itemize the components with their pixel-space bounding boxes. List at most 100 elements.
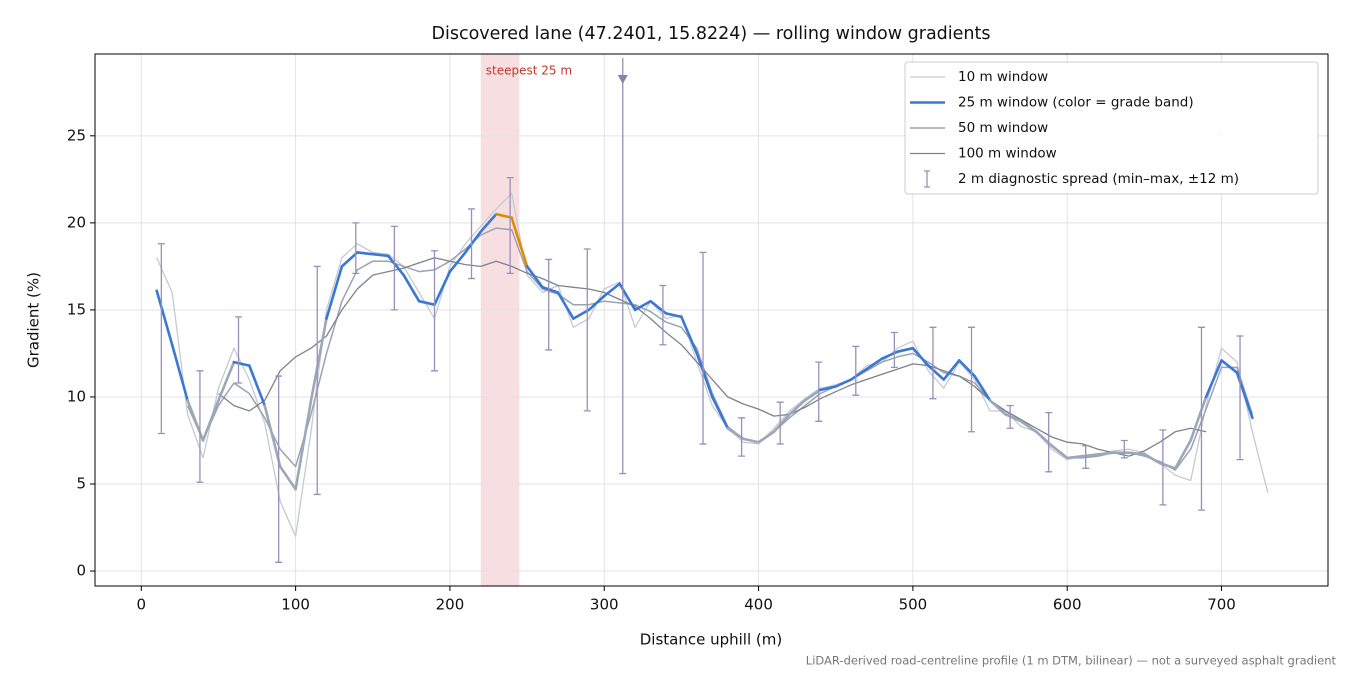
line-segment [340, 251, 359, 268]
line-segment [510, 216, 529, 268]
legend-swatch [924, 170, 930, 188]
line-segment [433, 270, 452, 306]
error-bar [1045, 411, 1053, 473]
x-axis-label: Distance uphill (m) [640, 631, 782, 649]
y-axis-label: Gradient (%) [25, 272, 43, 368]
y-tick-label: 10 [67, 387, 86, 405]
x-tick-label: 300 [590, 596, 619, 614]
error-bar [738, 417, 746, 457]
line-segment [633, 299, 652, 312]
line-segment [1096, 451, 1115, 456]
line-segment [772, 413, 791, 434]
line-segment [1204, 359, 1223, 399]
line-segment [232, 360, 251, 367]
line-segment [170, 343, 189, 402]
x-tick-label: 500 [899, 596, 928, 614]
line-segment [649, 299, 668, 315]
error-bar [352, 222, 360, 274]
y-tick-label: 20 [67, 213, 86, 231]
line-segment [1143, 453, 1162, 465]
line-segment [757, 430, 776, 444]
line-segment [217, 360, 236, 402]
span-label: steepest 25 m [486, 64, 572, 78]
x-tick-label: 100 [281, 596, 310, 614]
line-segment [911, 346, 930, 367]
line-segment [741, 437, 760, 444]
error-bar [545, 258, 553, 351]
line-segment [494, 212, 513, 219]
error-bar [852, 345, 860, 396]
line-segment [572, 308, 591, 320]
line-segment [448, 251, 467, 273]
line-segment [803, 388, 822, 402]
line-segment [155, 289, 174, 347]
line-segment [942, 359, 961, 381]
line-segment [556, 291, 575, 320]
plot-frame [94, 53, 1329, 587]
line-segment [1235, 371, 1254, 420]
line-segment [1189, 395, 1208, 442]
series-line [218, 257, 1207, 457]
line-segment [1050, 444, 1069, 460]
line-segment [371, 252, 390, 258]
line-segment [1065, 454, 1084, 460]
error-bar [196, 370, 204, 483]
line-segment [309, 317, 328, 402]
line-segment [356, 251, 375, 256]
y-tick-label: 15 [67, 300, 86, 318]
line-segment [988, 399, 1007, 416]
line-segment [865, 357, 884, 371]
line-segment [325, 265, 344, 320]
line-segment [248, 364, 267, 407]
line-segment [602, 282, 621, 298]
line-segment [680, 315, 699, 355]
x-tick-label: 0 [137, 596, 147, 614]
error-bar [659, 284, 667, 346]
line-segment [525, 265, 544, 289]
error-bar [1082, 445, 1090, 469]
line-segment [957, 359, 976, 378]
line-segment [263, 404, 282, 468]
error-bar [157, 243, 165, 435]
line-segment [294, 399, 313, 491]
error-bar [390, 225, 398, 311]
line-segment [1004, 413, 1023, 423]
line-segment [1173, 439, 1192, 470]
line-segment [726, 426, 745, 441]
highlight-span [480, 54, 520, 586]
legend-label: 50 m window [958, 120, 1048, 136]
line-segment [849, 367, 868, 381]
line-segment [664, 312, 683, 319]
line-segment [695, 352, 714, 399]
error-bar [1006, 404, 1014, 429]
error-bar [1236, 335, 1244, 461]
line-segment [402, 273, 421, 303]
legend-label: 100 m window [958, 146, 1057, 162]
error-bar [776, 401, 784, 445]
series-line [186, 227, 1254, 471]
y-tick-label: 5 [76, 474, 86, 492]
line-segment [1035, 430, 1054, 447]
error-bar [699, 251, 707, 445]
legend-box [904, 61, 1319, 195]
y-tick-label: 0 [76, 562, 86, 580]
line-segment [788, 399, 807, 416]
chart-title: Discovered lane (47.2401, 15.8224) — rol… [432, 24, 991, 44]
legend-label: 2 m diagnostic spread (min–max, ±12 m) [958, 171, 1239, 187]
line-segment [973, 374, 992, 402]
error-bar [929, 326, 937, 400]
error-bar [890, 331, 898, 369]
line-segment [201, 399, 220, 442]
line-segment [417, 299, 436, 306]
clip-marker [617, 75, 628, 84]
line-segment [278, 465, 297, 491]
line-segment [1081, 453, 1100, 458]
line-segment [896, 346, 915, 353]
error-bar [468, 208, 476, 280]
line-segment [834, 378, 853, 388]
legend-label: 10 m window [958, 69, 1048, 85]
error-bar [1159, 429, 1167, 506]
plot-area [155, 192, 1269, 537]
error-bar [1120, 439, 1128, 459]
